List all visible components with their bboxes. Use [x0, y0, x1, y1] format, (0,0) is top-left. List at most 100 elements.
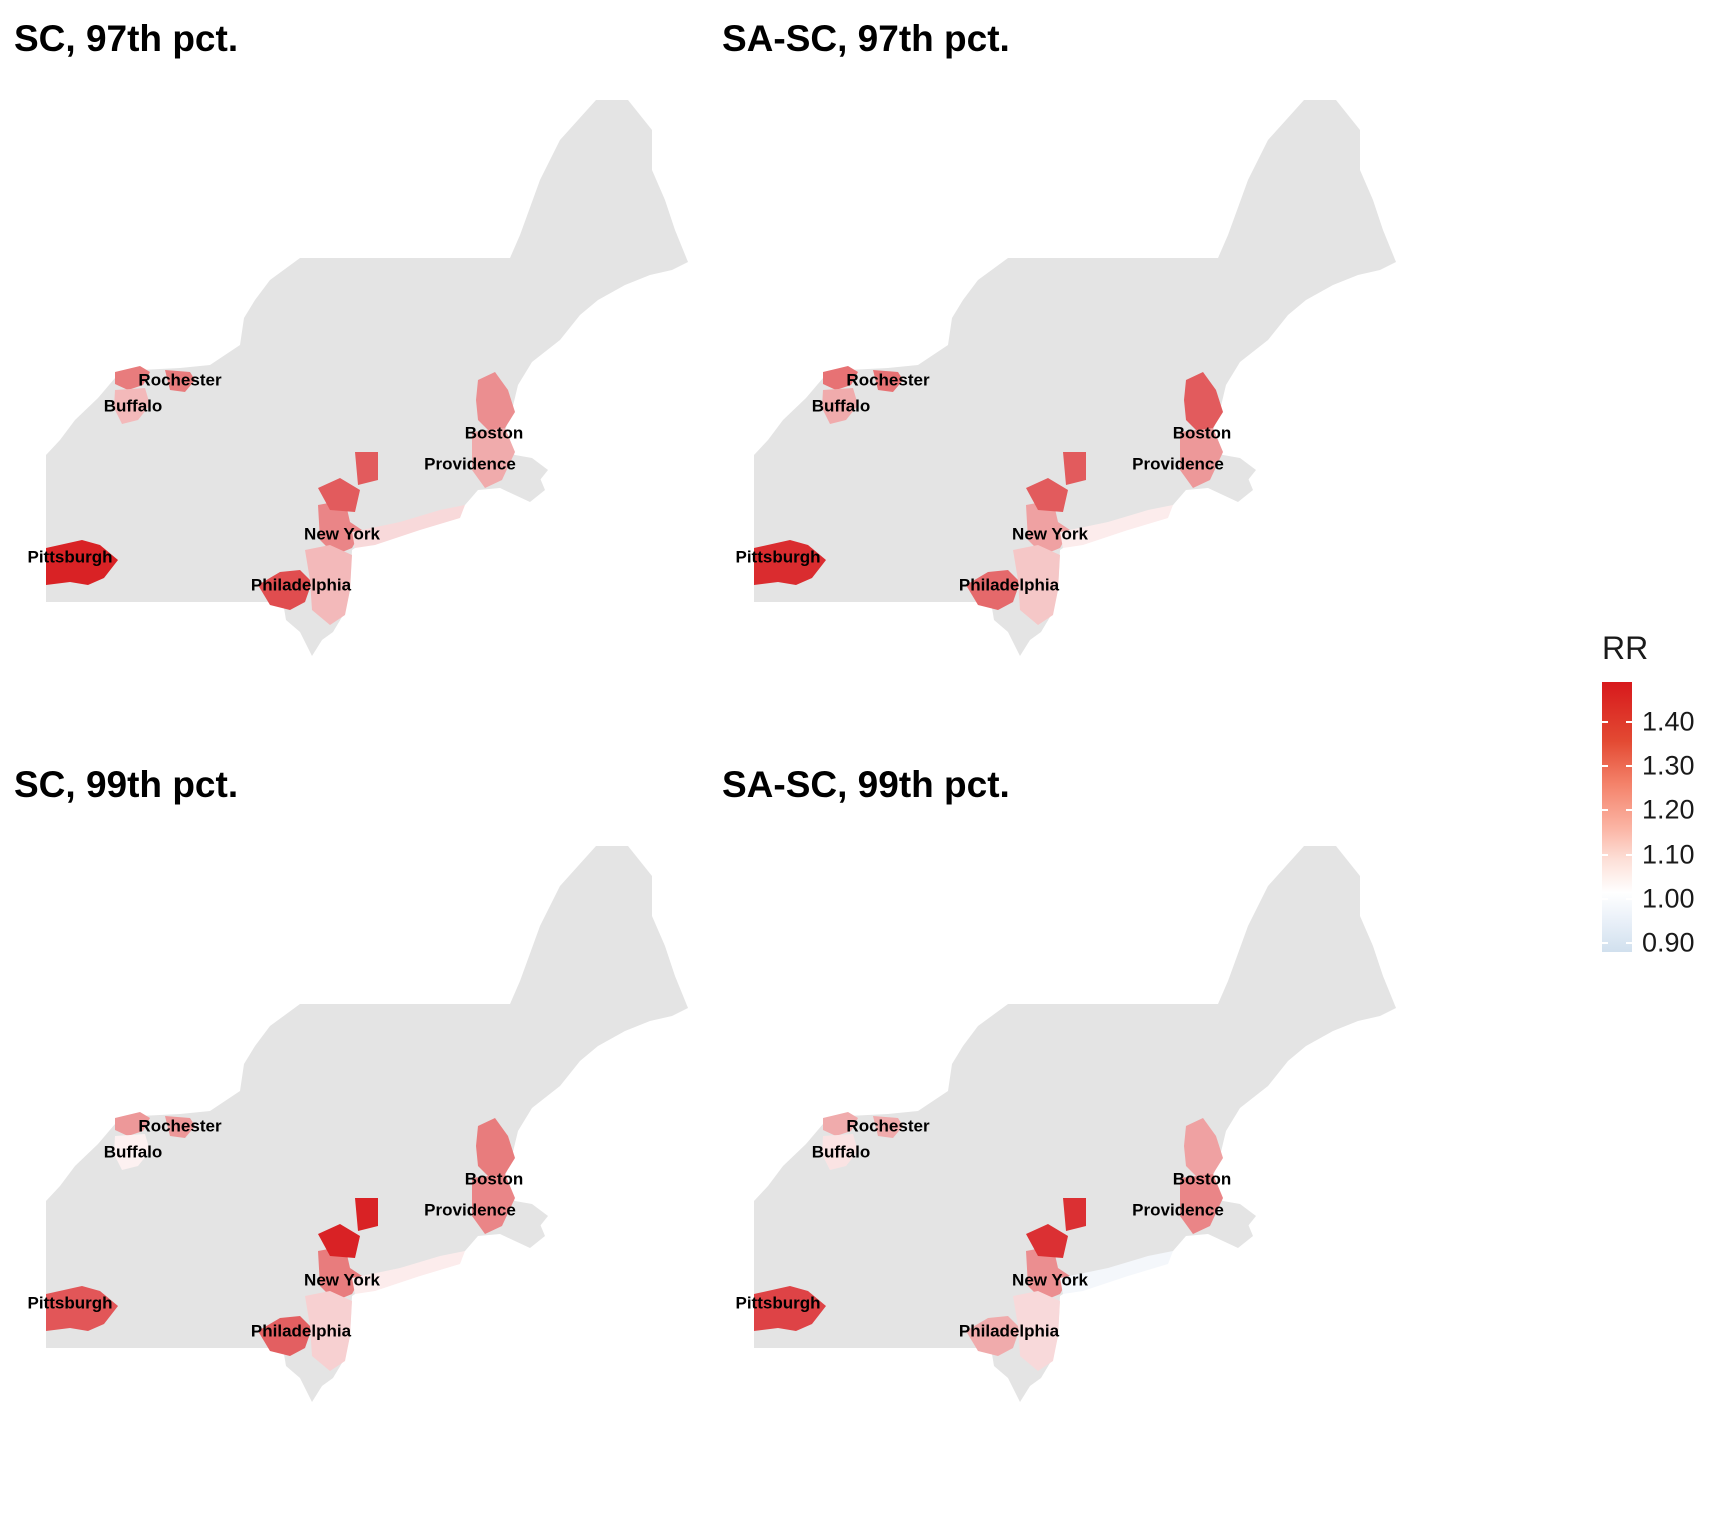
county-rochester	[115, 366, 195, 392]
county-nyhudson	[318, 452, 378, 512]
legend-tick	[1602, 942, 1632, 945]
city-label-philadelphia: Philadelphia	[251, 1321, 352, 1340]
city-label-boston: Boston	[1173, 423, 1232, 442]
county-capecod	[515, 1201, 548, 1226]
legend-tick-label: 1.10	[1642, 839, 1695, 870]
county-longisland	[1060, 505, 1173, 548]
county-providence	[1180, 428, 1223, 488]
city-label-pittsburgh: Pittsburgh	[28, 547, 113, 566]
legend-tick	[1602, 897, 1632, 900]
legend-tick-label: 1.30	[1642, 750, 1695, 781]
map-panel-sc-99: SC, 99th pct. Rochester Buffalo Boston Prov…	[0, 746, 780, 1486]
county-nj	[1013, 1291, 1060, 1371]
city-label-rochester: Rochester	[846, 1116, 930, 1135]
county-philadelphia	[258, 570, 312, 610]
legend-tick	[1602, 765, 1632, 768]
county-capecod	[1223, 455, 1256, 480]
county-rochester	[823, 1112, 903, 1138]
county-nyhudson	[1026, 452, 1086, 512]
county-capecod	[1223, 1201, 1256, 1226]
map-panel-sa-sc-97: SA-SC, 97th pct. Rochester Buffalo Boston P…	[708, 0, 1488, 740]
county-nyhudson	[318, 1198, 378, 1258]
county-pittsburgh	[754, 1286, 826, 1331]
county-nj	[305, 545, 352, 625]
city-label-rochester: Rochester	[138, 370, 222, 389]
county-longisland	[1060, 1251, 1173, 1294]
region-outline	[754, 100, 1396, 656]
county-boston	[476, 1118, 515, 1178]
county-boston	[1184, 372, 1223, 432]
county-boston	[1184, 1118, 1223, 1178]
county-philadelphia	[258, 1316, 312, 1356]
city-label-rochester: Rochester	[138, 1116, 222, 1135]
county-philadelphia	[966, 570, 1020, 610]
city-label-providence: Providence	[1132, 454, 1224, 473]
legend-tick-label: 1.40	[1642, 706, 1695, 737]
color-legend: RR 1.40 1.30 1.20 1.10 1.00 0.90	[1590, 630, 1710, 970]
map-panel-sc-97: SC, 97th pct. Rochester Buffalo Boston Prov…	[0, 0, 780, 740]
map-panel-sa-sc-99: SA-SC, 99th pct. Rochester Buffalo Boston P…	[708, 746, 1488, 1486]
county-rochester	[823, 366, 903, 392]
county-providence	[1180, 1174, 1223, 1234]
city-label-new-york: New York	[304, 1270, 380, 1289]
county-pittsburgh	[754, 540, 826, 585]
legend-tick	[1602, 853, 1632, 856]
city-label-pittsburgh: Pittsburgh	[28, 1293, 113, 1312]
county-newyork	[1026, 500, 1070, 555]
city-label-new-york: New York	[1012, 524, 1088, 543]
county-providence	[472, 1174, 515, 1234]
city-label-providence: Providence	[424, 454, 516, 473]
county-capecod	[515, 455, 548, 480]
city-label-boston: Boston	[1173, 1169, 1232, 1188]
city-label-buffalo: Buffalo	[812, 1142, 871, 1161]
county-longisland	[352, 505, 465, 548]
county-buffalo	[114, 1134, 150, 1170]
city-label-pittsburgh: Pittsburgh	[736, 547, 821, 566]
panel-title: SC, 97th pct.	[14, 18, 239, 59]
city-label-new-york: New York	[1012, 1270, 1088, 1289]
county-newyork	[1026, 1246, 1070, 1301]
city-label-philadelphia: Philadelphia	[959, 1321, 1060, 1340]
county-nj	[305, 1291, 352, 1371]
region-outline	[46, 100, 688, 656]
legend-color-bar	[1602, 682, 1632, 952]
panel-title: SA-SC, 97th pct.	[722, 18, 1010, 59]
city-label-philadelphia: Philadelphia	[959, 575, 1060, 594]
county-philadelphia	[966, 1316, 1020, 1356]
legend-tick-label: 1.00	[1642, 883, 1695, 914]
legend-tick	[1602, 809, 1632, 812]
map-svg: Rochester Buffalo Boston Providence New York…	[736, 846, 1396, 1402]
map-group: Rochester Buffalo Boston Providence New York…	[736, 100, 1396, 656]
county-rochester	[115, 1112, 195, 1138]
county-newyork	[318, 500, 362, 555]
county-nj	[1013, 545, 1060, 625]
map-group: Rochester Buffalo Boston Providence New York…	[28, 100, 688, 656]
city-label-buffalo: Buffalo	[104, 396, 163, 415]
county-longisland	[352, 1251, 465, 1294]
county-pittsburgh	[46, 540, 118, 585]
panel-title: SA-SC, 99th pct.	[722, 764, 1010, 805]
city-label-new-york: New York	[304, 524, 380, 543]
city-label-buffalo: Buffalo	[812, 396, 871, 415]
county-buffalo	[822, 1134, 858, 1170]
city-label-boston: Boston	[465, 1169, 524, 1188]
map-svg: Rochester Buffalo Boston Providence New York…	[28, 100, 688, 656]
city-label-providence: Providence	[1132, 1200, 1224, 1219]
region-outline	[46, 846, 688, 1402]
county-newyork	[318, 1246, 362, 1301]
map-group: Rochester Buffalo Boston Providence New York…	[736, 846, 1396, 1402]
city-label-buffalo: Buffalo	[104, 1142, 163, 1161]
map-group: Rochester Buffalo Boston Providence New York…	[28, 846, 688, 1402]
region-outline	[754, 846, 1396, 1402]
city-label-providence: Providence	[424, 1200, 516, 1219]
city-label-philadelphia: Philadelphia	[251, 575, 352, 594]
legend-title: RR	[1602, 630, 1649, 666]
county-buffalo	[114, 388, 150, 424]
county-pittsburgh	[46, 1286, 118, 1331]
city-label-boston: Boston	[465, 423, 524, 442]
legend-tick	[1602, 720, 1632, 723]
county-buffalo	[822, 388, 858, 424]
city-label-rochester: Rochester	[846, 370, 930, 389]
map-svg: Rochester Buffalo Boston Providence New York…	[28, 846, 688, 1402]
map-svg: Rochester Buffalo Boston Providence New York…	[736, 100, 1396, 656]
